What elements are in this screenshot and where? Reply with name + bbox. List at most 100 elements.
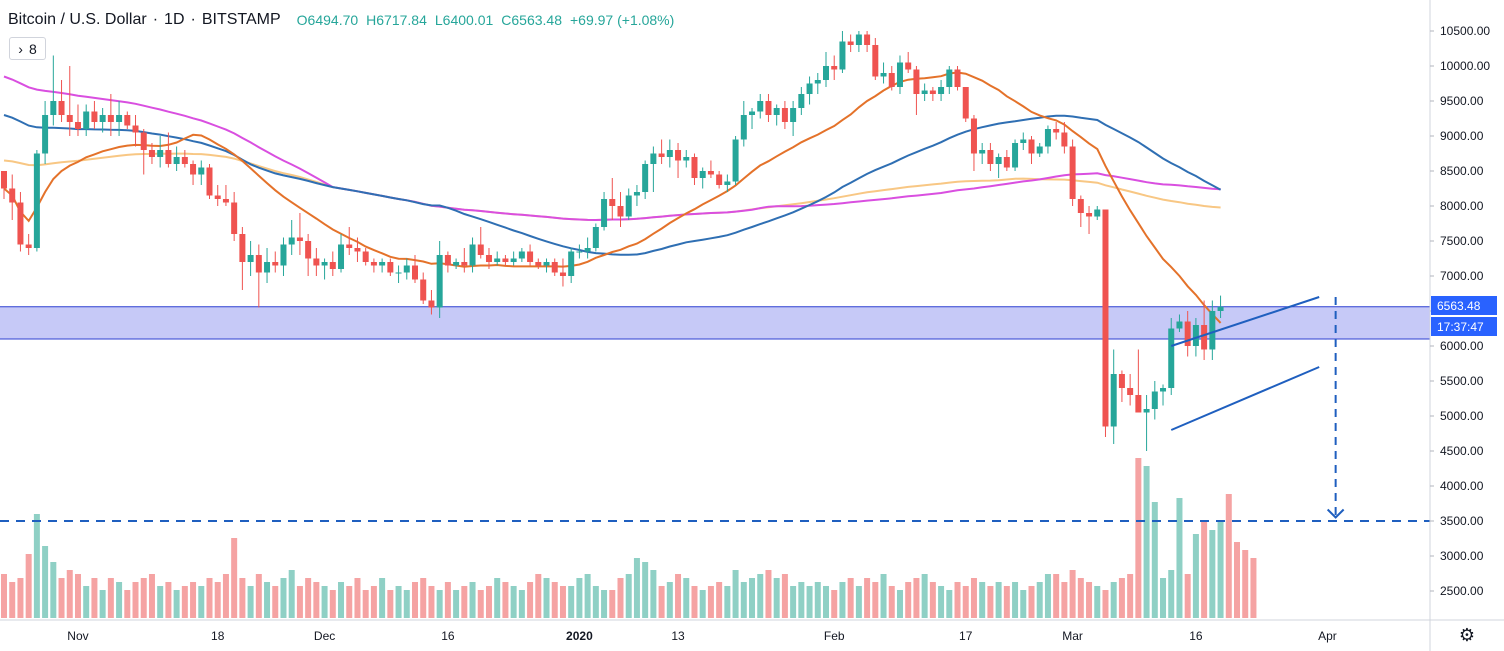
candle-body: [1176, 321, 1183, 329]
volume-bar: [362, 590, 369, 618]
candle-body: [1053, 129, 1060, 133]
x-tick-label: 16: [1189, 629, 1203, 643]
countdown-tag: [1431, 317, 1497, 336]
y-tick-label: 7500.00: [1440, 234, 1484, 248]
x-tick-label: Nov: [67, 629, 88, 643]
volume-bar: [1242, 550, 1249, 618]
volume-bar: [444, 582, 451, 618]
volume-bar: [313, 582, 320, 618]
candle: [806, 76, 813, 105]
volume-bar: [970, 578, 977, 618]
candle: [436, 241, 443, 318]
x-tick-label: Dec: [314, 629, 335, 643]
volume-bar: [872, 582, 879, 618]
volume-bar: [338, 582, 345, 618]
volume-bar: [461, 586, 468, 618]
volume-bar: [354, 578, 361, 618]
separator: ·: [152, 11, 159, 28]
candle-body: [716, 174, 723, 185]
volume-bar: [1151, 502, 1158, 618]
volume-bar: [880, 574, 887, 618]
candle-body: [206, 167, 213, 196]
last-price-label: 6563.48: [1437, 299, 1481, 313]
volume-bar: [831, 590, 838, 618]
volume-bar: [181, 586, 188, 618]
candle-body: [165, 150, 172, 164]
candle-body: [543, 262, 550, 266]
volume-bar: [1234, 542, 1240, 618]
candle-body: [880, 73, 887, 77]
candle: [66, 66, 73, 136]
candle-body: [576, 251, 583, 253]
volume-bar: [683, 578, 690, 618]
candle: [938, 80, 945, 101]
candle-body: [740, 115, 747, 140]
candle: [1044, 125, 1051, 154]
candle-body: [280, 244, 287, 266]
volume-bar: [1135, 458, 1142, 618]
volume-bar: [436, 590, 443, 618]
volume-bar: [428, 586, 435, 618]
y-tick-label: 10500.00: [1440, 24, 1490, 38]
gear-icon[interactable]: ⚙: [1458, 624, 1476, 645]
candle: [91, 101, 98, 129]
candle: [535, 258, 542, 269]
volume-bar: [1168, 570, 1175, 618]
candle: [790, 101, 797, 136]
candle-body: [888, 73, 895, 87]
candle-body: [1201, 325, 1208, 350]
volume-bar: [305, 578, 312, 618]
candle-body: [436, 255, 443, 308]
candle: [502, 255, 509, 266]
candle-body: [559, 272, 566, 276]
candle-body: [954, 69, 961, 87]
candle: [609, 178, 616, 220]
volume-bar: [1176, 498, 1183, 618]
candle-body: [222, 199, 229, 203]
volume-bar: [633, 558, 640, 618]
candle: [987, 143, 994, 171]
candle: [420, 272, 427, 304]
candle: [921, 83, 928, 101]
candle: [814, 73, 821, 94]
candle: [650, 146, 657, 192]
candle-body: [33, 153, 40, 248]
volume-bar: [132, 582, 139, 618]
candle: [403, 258, 410, 280]
candle: [592, 223, 599, 252]
symbol-name[interactable]: Bitcoin / U.S. Dollar: [8, 11, 147, 28]
exchange-label: BITSTAMP: [201, 11, 281, 28]
candle-body: [765, 101, 772, 115]
candle: [1094, 206, 1101, 220]
candle-body: [896, 62, 903, 87]
candle: [510, 251, 517, 266]
candle: [798, 87, 805, 115]
candle-body: [790, 108, 797, 122]
volume-bar: [99, 590, 106, 618]
volume-bar: [1192, 534, 1199, 618]
candle: [1028, 136, 1035, 164]
volume-bar: [601, 590, 608, 618]
candle-body: [757, 101, 764, 112]
candle-body: [921, 90, 928, 94]
candle: [50, 55, 57, 126]
candle: [148, 143, 155, 164]
indicators-toggle-button[interactable]: › 8: [9, 37, 46, 60]
candle-body: [872, 45, 879, 77]
candle-body: [1036, 146, 1043, 154]
volume-bar: [387, 590, 394, 618]
candle-body: [58, 101, 65, 115]
volume-bar: [732, 570, 739, 618]
volume-bar: [675, 574, 682, 618]
interval-label[interactable]: 1D: [164, 11, 185, 28]
candle: [1110, 349, 1117, 444]
candle: [58, 80, 65, 122]
volume-bar: [814, 582, 821, 618]
volume-bar: [946, 590, 953, 618]
candle-body: [1061, 132, 1068, 147]
volume-bar: [1044, 574, 1051, 618]
candle: [379, 258, 386, 273]
candle: [1127, 374, 1134, 406]
candle: [42, 101, 49, 164]
